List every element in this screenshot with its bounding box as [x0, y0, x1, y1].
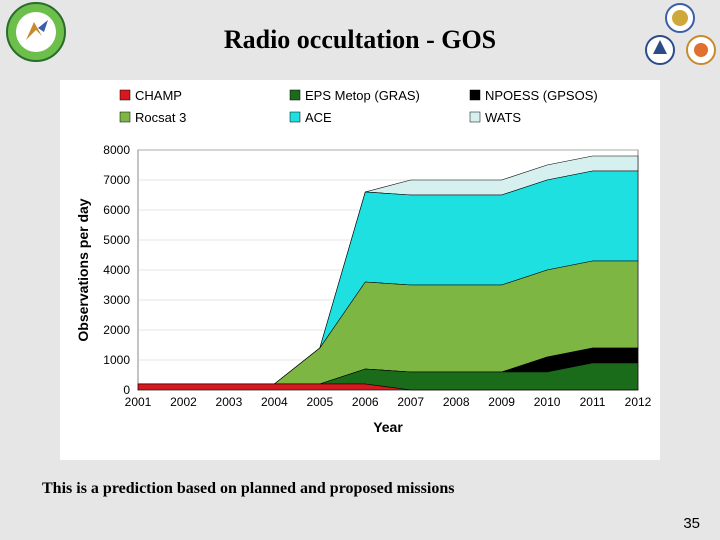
- svg-text:2005: 2005: [306, 395, 333, 409]
- svg-text:2006: 2006: [352, 395, 379, 409]
- svg-text:Observations per day: Observations per day: [75, 198, 91, 341]
- svg-text:5000: 5000: [103, 233, 130, 247]
- svg-text:2009: 2009: [488, 395, 515, 409]
- svg-text:2002: 2002: [170, 395, 197, 409]
- page-title: Radio occultation - GOS: [0, 25, 720, 55]
- svg-text:4000: 4000: [103, 263, 130, 277]
- svg-text:7000: 7000: [103, 173, 130, 187]
- svg-text:2004: 2004: [261, 395, 288, 409]
- svg-text:3000: 3000: [103, 293, 130, 307]
- svg-text:2003: 2003: [216, 395, 243, 409]
- svg-text:1000: 1000: [103, 353, 130, 367]
- svg-text:2008: 2008: [443, 395, 470, 409]
- svg-text:Year: Year: [373, 419, 403, 435]
- svg-text:ACE: ACE: [305, 110, 332, 125]
- svg-text:2000: 2000: [103, 323, 130, 337]
- caption-text: This is a prediction based on planned an…: [42, 480, 454, 498]
- logo-eumetsat: [6, 2, 66, 62]
- svg-text:NPOESS (GPSOS): NPOESS (GPSOS): [485, 88, 598, 103]
- svg-text:6000: 6000: [103, 203, 130, 217]
- radio-occultation-chart: 0100020003000400050006000700080002001200…: [60, 80, 660, 460]
- svg-text:CHAMP: CHAMP: [135, 88, 182, 103]
- svg-text:8000: 8000: [103, 143, 130, 157]
- svg-text:EPS Metop (GRAS): EPS Metop (GRAS): [305, 88, 420, 103]
- logo-agencies: [643, 2, 718, 68]
- svg-text:Rocsat 3: Rocsat 3: [135, 110, 186, 125]
- svg-text:2010: 2010: [534, 395, 561, 409]
- page-number: 35: [683, 515, 700, 532]
- svg-text:2007: 2007: [397, 395, 424, 409]
- svg-text:2001: 2001: [125, 395, 152, 409]
- svg-text:2011: 2011: [580, 395, 606, 409]
- svg-text:2012: 2012: [625, 395, 652, 409]
- svg-text:WATS: WATS: [485, 110, 521, 125]
